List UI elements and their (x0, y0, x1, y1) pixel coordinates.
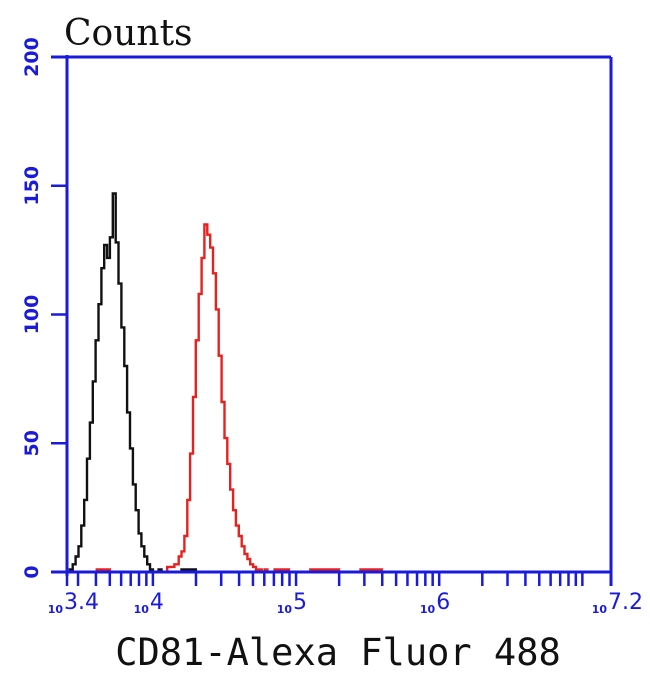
histogram-series-cd81 (95, 223, 384, 574)
x-tick-label: 10 4 (134, 590, 164, 616)
y-tick-label: 0 (21, 565, 43, 578)
x-tick-label-exponent: 6 (436, 590, 450, 615)
x-tick-label: 10 3.4 (48, 590, 99, 616)
x-tick-label: 10 5 (277, 590, 307, 616)
x-tick-label-base: 10 (134, 603, 150, 616)
x-tick-label-base: 10 (277, 603, 293, 616)
y-tick-label: 100 (21, 295, 43, 335)
x-tick-label-exponent: 5 (293, 590, 307, 615)
x-tick-label: 10 6 (420, 590, 450, 616)
x-tick-label-base: 10 (48, 603, 64, 616)
x-tick-label-exponent: 3.4 (64, 590, 99, 615)
x-axis-title: CD81-Alexa Fluor 488 (115, 631, 561, 674)
x-tick-label: 10 7.2 (592, 590, 643, 616)
y-tick-label: 150 (21, 166, 43, 206)
y-axis-title: Counts (64, 13, 193, 54)
x-tick-label-exponent: 7.2 (608, 590, 643, 615)
y-axis-ticks: 0 50 100 150 200 (21, 37, 67, 579)
x-tick-label-exponent: 4 (150, 590, 164, 615)
y-tick-label: 50 (21, 430, 43, 456)
x-tick-label-base: 10 (420, 603, 436, 616)
x-axis-ticks: 10 3.4 10 4 10 5 10 6 10 7.2 (48, 572, 643, 616)
y-tick-label: 200 (21, 37, 43, 77)
x-tick-label-base: 10 (592, 603, 608, 616)
